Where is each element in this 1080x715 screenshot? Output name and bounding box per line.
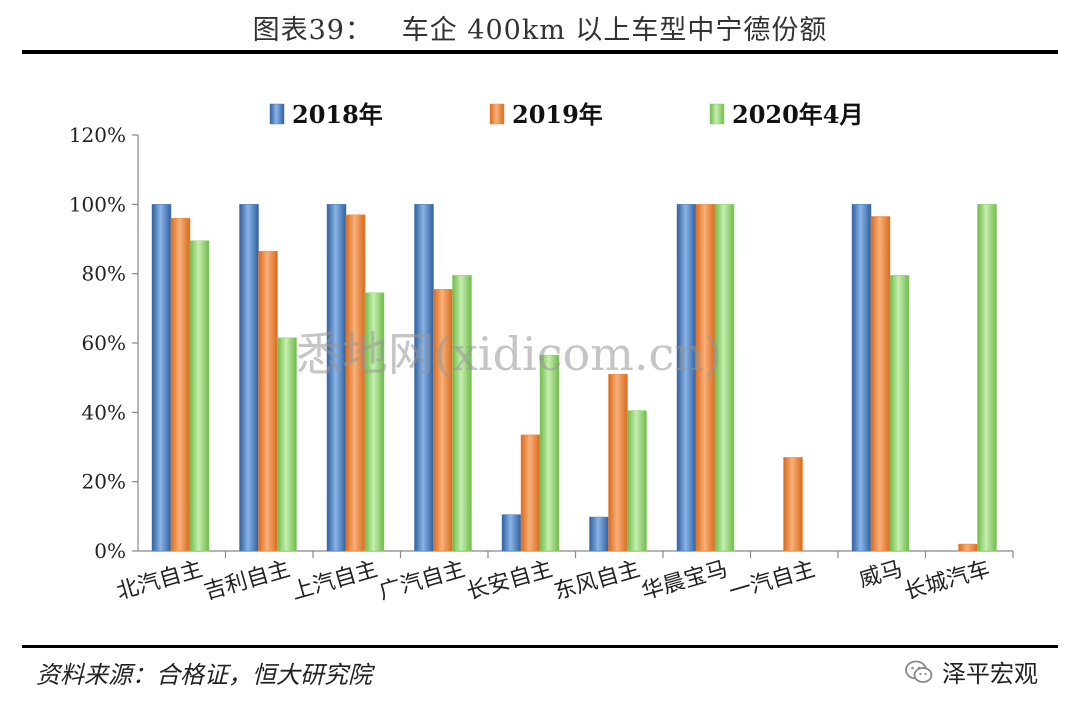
legend-swatch-2	[709, 103, 725, 125]
x-tick-label: 广汽自主	[376, 557, 467, 605]
top-rule	[22, 50, 1058, 54]
bar-0-6	[676, 204, 697, 552]
bar-1-1	[258, 250, 278, 552]
y-tick-label: 60%	[82, 331, 126, 355]
x-tick-label: 上汽自主	[289, 557, 380, 605]
bottom-rule	[22, 645, 1058, 648]
bar-1-2	[345, 214, 366, 552]
bar-1-7	[783, 457, 803, 552]
bar-2-1	[277, 337, 297, 552]
brand-badge: 泽平宏观	[904, 654, 1038, 689]
legend: 2018年 2019年 2020年4月	[269, 100, 864, 129]
x-tick-label: 华晨宝马	[639, 557, 730, 605]
legend-label-0: 2018年	[292, 100, 383, 129]
bar-1-9	[958, 543, 978, 552]
bar-2-4	[539, 354, 560, 552]
bar-1-4	[520, 434, 541, 552]
bar-2-9	[977, 204, 997, 552]
x-tick-label: 威马	[856, 557, 905, 593]
source-note: 资料来源：合格证，恒大研究院	[36, 661, 372, 689]
bar-2-5	[627, 410, 647, 552]
bar-0-5	[589, 516, 609, 552]
legend-swatch-1	[489, 103, 505, 125]
x-tick-label: 吉利自主	[201, 557, 292, 605]
bar-0-0	[151, 204, 172, 552]
y-tick-label: 20%	[82, 470, 126, 494]
bar-2-2	[364, 292, 385, 552]
x-tick-label: 北汽自主	[114, 557, 205, 605]
x-tick-label: 长安自主	[464, 557, 555, 605]
bar-2-8	[889, 275, 910, 552]
bar-1-0	[170, 217, 191, 552]
bar-0-4	[501, 514, 522, 552]
bar-0-8	[851, 204, 872, 552]
bar-0-2	[326, 204, 347, 552]
x-tick-label: 东风自主	[551, 557, 642, 605]
brand-name: 泽平宏观	[942, 660, 1038, 688]
y-tick-label: 0%	[94, 539, 126, 563]
bar-chart: 2018年 2019年 2020年4月 0% 20% 40% 60% 80% 100% 120%…	[69, 100, 1014, 605]
wechat-icon	[905, 660, 933, 683]
y-tick-label: 100%	[69, 192, 126, 216]
legend-label-2: 2020年4月	[732, 100, 864, 129]
bar-1-8	[870, 216, 891, 552]
bar-1-3	[433, 289, 453, 552]
bar-2-0	[189, 240, 210, 552]
bars	[151, 204, 997, 552]
y-tick-label: 80%	[82, 262, 126, 286]
bar-1-5	[608, 373, 628, 552]
legend-swatch-0	[269, 103, 285, 125]
bar-2-3	[452, 275, 472, 552]
bar-0-1	[239, 204, 259, 552]
y-tick-label: 120%	[69, 123, 126, 147]
chart-title: 图表39： 车企 400km 以上车型中宁德份额	[252, 15, 828, 46]
x-tick-label: 长城汽车	[901, 557, 992, 605]
bar-0-3	[414, 204, 434, 552]
x-tick-label: 一汽自主	[726, 557, 817, 605]
legend-label-1: 2019年	[512, 100, 603, 129]
y-tick-label: 40%	[82, 400, 126, 424]
bar-2-6	[714, 204, 735, 552]
bar-1-6	[695, 204, 716, 552]
